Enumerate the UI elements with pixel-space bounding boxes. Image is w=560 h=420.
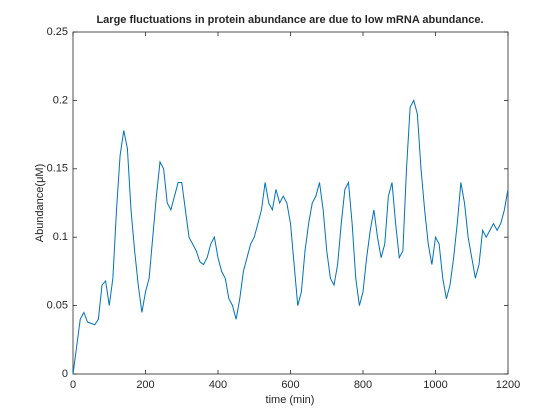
y-axis-label: Abundance(μM) xyxy=(34,164,46,243)
x-tick-label: 600 xyxy=(281,379,299,391)
y-tick-label: 0.2 xyxy=(53,94,68,106)
y-tick-label: 0.1 xyxy=(53,231,68,243)
y-tick-label: 0.15 xyxy=(47,163,68,175)
x-tick-label: 1200 xyxy=(496,379,520,391)
x-tick-label: 0 xyxy=(70,379,76,391)
y-tick-label: 0.05 xyxy=(47,300,68,312)
x-tick-label: 400 xyxy=(209,379,227,391)
x-tick-label: 1000 xyxy=(423,379,447,391)
y-tick-label: 0.25 xyxy=(47,26,68,38)
data-line xyxy=(72,99,509,375)
chart-title: Large fluctuations in protein abundance … xyxy=(96,14,483,26)
x-tick-label: 800 xyxy=(354,379,372,391)
y-tick-label: 0 xyxy=(62,368,68,380)
x-tick-label: 200 xyxy=(136,379,154,391)
x-axis-label: time (min) xyxy=(266,394,315,406)
